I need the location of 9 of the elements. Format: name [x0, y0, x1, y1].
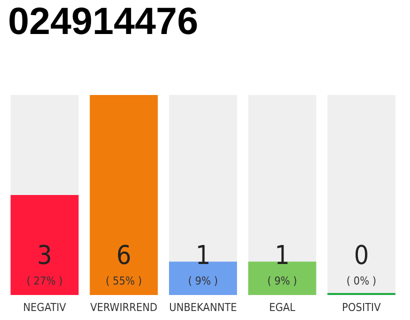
data-label: 0 ( 0% ) [346, 241, 376, 288]
x-tick-label: POSITIV [342, 301, 381, 314]
chart-title: 024914476 [8, 1, 198, 43]
x-tick-label: EGAL [269, 301, 296, 314]
data-label: 3 ( 27% ) [26, 241, 63, 288]
data-label: 6 ( 55% ) [106, 241, 142, 288]
x-tick-label: NEGATIV [23, 301, 66, 314]
x-tick-label: UNBEKANNTE [169, 301, 237, 314]
x-tick-label: VERWIRREND [90, 301, 158, 314]
